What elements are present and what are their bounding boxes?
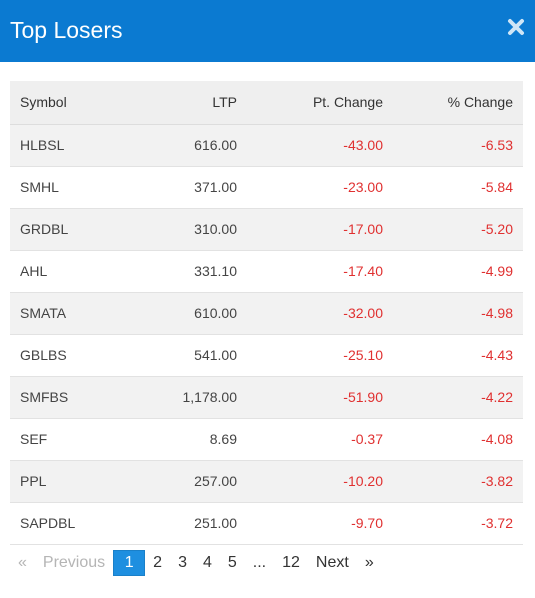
pagination: « Previous 1 2 3 4 5 ... 12 Next »: [10, 550, 523, 576]
cell-pt-change: -23.00: [247, 166, 393, 209]
cell-symbol: AHL: [10, 250, 130, 293]
cell-symbol: GBLBS: [10, 334, 130, 377]
cell-pt-change: -9.70: [247, 502, 393, 545]
cell-pt-change: -51.90: [247, 376, 393, 419]
column-header-ltp[interactable]: LTP: [130, 81, 247, 125]
column-header-pt-change[interactable]: Pt. Change: [247, 81, 393, 125]
cell-pt-change: -17.40: [247, 250, 393, 293]
previous-page-link: Previous: [42, 554, 106, 571]
table-row[interactable]: GBLBS 541.00 -25.10 -4.43: [10, 334, 523, 377]
page-link-1[interactable]: 1: [113, 550, 146, 576]
modal-title: Top Losers: [10, 17, 123, 43]
first-page-link: «: [18, 554, 27, 571]
table-row[interactable]: SMFBS 1,178.00 -51.90 -4.22: [10, 376, 523, 419]
cell-pt-change: -17.00: [247, 208, 393, 251]
table-header-row: Symbol LTP Pt. Change % Change: [10, 81, 523, 125]
cell-symbol: SMFBS: [10, 376, 130, 419]
table-row[interactable]: PPL 257.00 -10.20 -3.82: [10, 460, 523, 503]
cell-symbol: HLBSL: [10, 124, 130, 167]
table-row[interactable]: SMHL 371.00 -23.00 -5.84: [10, 166, 523, 209]
cell-ltp: 8.69: [130, 418, 247, 461]
table-row[interactable]: SEF 8.69 -0.37 -4.08: [10, 418, 523, 461]
cell-symbol: PPL: [10, 460, 130, 503]
cell-pct-change: -5.20: [393, 208, 523, 251]
cell-ltp: 310.00: [130, 208, 247, 251]
cell-ltp: 541.00: [130, 334, 247, 377]
cell-symbol: SMHL: [10, 166, 130, 209]
page-link-3[interactable]: 3: [178, 554, 187, 571]
page-link-5[interactable]: 5: [227, 554, 237, 571]
modal-header: Top Losers: [0, 0, 535, 62]
cell-symbol: SEF: [10, 418, 130, 461]
cell-ltp: 610.00: [130, 292, 247, 335]
page-link-12[interactable]: 12: [282, 554, 300, 571]
cell-pct-change: -5.84: [393, 166, 523, 209]
cell-pct-change: -3.72: [393, 502, 523, 545]
last-page-link[interactable]: »: [364, 554, 374, 571]
cell-pct-change: -4.98: [393, 292, 523, 335]
column-header-pct-change[interactable]: % Change: [393, 81, 523, 125]
cell-pt-change: -25.10: [247, 334, 393, 377]
cell-pct-change: -6.53: [393, 124, 523, 167]
page-link-2[interactable]: 2: [153, 554, 163, 571]
cell-symbol: SMATA: [10, 292, 130, 335]
close-icon[interactable]: [507, 18, 525, 36]
cell-pt-change: -0.37: [247, 418, 393, 461]
cell-ltp: 331.10: [130, 250, 247, 293]
cell-ltp: 257.00: [130, 460, 247, 503]
losers-table-container: Symbol LTP Pt. Change % Change HLBSL 616.…: [10, 81, 523, 545]
cell-pct-change: -4.08: [393, 418, 523, 461]
cell-pt-change: -43.00: [247, 124, 393, 167]
column-header-symbol[interactable]: Symbol: [10, 81, 130, 125]
page-link-4[interactable]: 4: [202, 554, 212, 571]
cell-pt-change: -10.20: [247, 460, 393, 503]
cell-ltp: 371.00: [130, 166, 247, 209]
table-row[interactable]: GRDBL 310.00 -17.00 -5.20: [10, 208, 523, 251]
table-row[interactable]: SMATA 610.00 -32.00 -4.98: [10, 292, 523, 335]
cell-ltp: 251.00: [130, 502, 247, 545]
cell-symbol: GRDBL: [10, 208, 130, 251]
cell-pt-change: -32.00: [247, 292, 393, 335]
cell-pct-change: -4.43: [393, 334, 523, 377]
cell-ltp: 1,178.00: [130, 376, 247, 419]
cell-ltp: 616.00: [130, 124, 247, 167]
table-row[interactable]: HLBSL 616.00 -43.00 -6.53: [10, 124, 523, 167]
losers-table: Symbol LTP Pt. Change % Change HLBSL 616.…: [10, 81, 523, 545]
cell-pct-change: -4.99: [393, 250, 523, 293]
cell-pct-change: -4.22: [393, 376, 523, 419]
pagination-ellipsis: ...: [252, 554, 267, 571]
table-row[interactable]: SAPDBL 251.00 -9.70 -3.72: [10, 502, 523, 545]
cell-pct-change: -3.82: [393, 460, 523, 503]
table-row[interactable]: AHL 331.10 -17.40 -4.99: [10, 250, 523, 293]
cell-symbol: SAPDBL: [10, 502, 130, 545]
next-page-link[interactable]: Next: [315, 554, 349, 571]
